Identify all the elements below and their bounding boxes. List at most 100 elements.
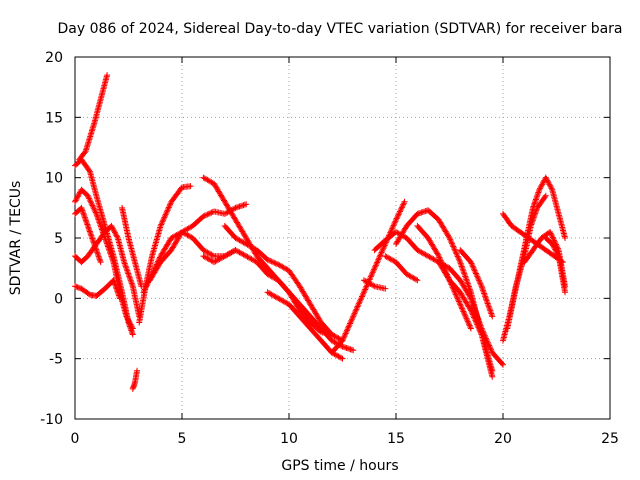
data-point — [464, 280, 471, 287]
series-arc-k — [146, 228, 239, 284]
data-point — [471, 315, 478, 322]
data-point — [273, 260, 280, 267]
data-point — [76, 190, 83, 197]
data-point — [398, 204, 405, 211]
y-tick-label: 5 — [54, 231, 63, 247]
data-point — [483, 297, 490, 304]
data-point — [544, 177, 551, 184]
data-point — [97, 222, 104, 229]
data-point — [456, 299, 463, 306]
data-point — [460, 309, 467, 316]
data-point — [93, 212, 100, 219]
series-arc-v — [435, 259, 496, 374]
data-point — [464, 318, 471, 325]
data-point — [124, 267, 131, 274]
y-tick-label: -10 — [40, 412, 63, 428]
data-point — [562, 235, 569, 241]
data-point — [123, 266, 130, 273]
data-point — [473, 271, 480, 278]
data-point — [379, 246, 386, 253]
data-point — [467, 306, 474, 313]
x-tick-label: 5 — [178, 431, 187, 447]
data-point — [161, 214, 168, 221]
data-point — [549, 234, 556, 241]
data-point — [462, 274, 469, 281]
data-point — [485, 301, 492, 308]
data-point — [268, 258, 275, 265]
data-point — [547, 228, 554, 235]
data-point — [482, 293, 489, 300]
data-point — [339, 337, 346, 344]
data-point — [271, 259, 278, 266]
y-tick-label: 15 — [45, 110, 63, 126]
data-point — [129, 331, 136, 338]
data-point — [483, 296, 490, 303]
data-point — [458, 263, 465, 270]
data-point — [474, 274, 481, 281]
series-arc-a — [76, 72, 111, 163]
data-point — [489, 313, 496, 320]
data-point — [449, 240, 456, 247]
data-point — [467, 307, 474, 314]
data-point — [123, 264, 130, 271]
data-point — [352, 309, 359, 316]
data-point — [468, 308, 475, 315]
data-point — [461, 270, 468, 277]
data-point — [125, 270, 132, 277]
series-arc-ab — [542, 235, 569, 296]
data-point — [105, 246, 112, 253]
data-point — [360, 289, 367, 296]
data-point — [362, 286, 369, 293]
data-point — [452, 290, 459, 297]
data-point — [112, 230, 119, 237]
data-point — [72, 197, 79, 204]
data-point — [548, 231, 555, 238]
data-point — [91, 206, 98, 213]
data-point — [353, 306, 360, 313]
data-point — [465, 283, 472, 290]
data-point — [141, 286, 148, 293]
data-point — [107, 250, 114, 257]
series-arc-e — [72, 277, 123, 302]
data-point — [354, 303, 361, 310]
data-point — [126, 273, 133, 280]
data-point — [459, 264, 466, 271]
data-point — [106, 249, 113, 256]
data-point — [463, 276, 470, 283]
data-point — [550, 235, 557, 242]
data-point — [454, 294, 461, 301]
data-point — [541, 193, 548, 200]
data-point — [467, 324, 474, 331]
data-point — [447, 237, 454, 244]
y-axis-label: SDTVAR / TECUs — [8, 181, 24, 296]
data-point — [394, 212, 401, 219]
data-point — [446, 235, 453, 241]
data-point — [108, 252, 115, 259]
data-point — [377, 250, 384, 257]
data-point — [470, 264, 477, 271]
data-point — [272, 260, 279, 267]
data-point — [144, 280, 151, 287]
data-point — [472, 318, 479, 325]
data-point — [382, 285, 389, 292]
data-point — [356, 299, 363, 306]
data-point — [350, 313, 357, 320]
data-point — [372, 263, 379, 270]
data-point — [454, 295, 461, 302]
data-point — [392, 218, 399, 225]
data-point — [537, 185, 544, 192]
data-point — [473, 320, 480, 327]
data-point — [143, 283, 150, 290]
data-point — [371, 265, 378, 272]
data-point — [165, 204, 172, 211]
data-point — [471, 314, 478, 321]
data-point — [102, 236, 109, 243]
data-point — [125, 317, 132, 324]
x-tick-label: 15 — [387, 431, 405, 447]
data-point — [449, 242, 456, 249]
data-point — [165, 205, 172, 212]
data-point — [351, 310, 358, 317]
data-point — [452, 291, 459, 298]
data-point — [231, 205, 238, 212]
